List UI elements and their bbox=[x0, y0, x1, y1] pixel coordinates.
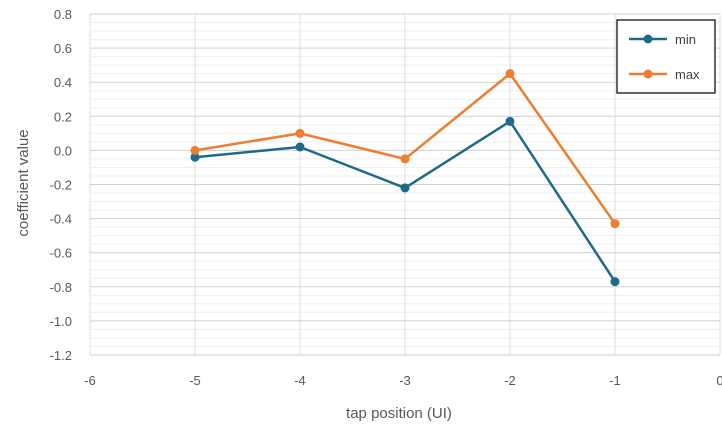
legend-max-label: max bbox=[675, 67, 700, 82]
y-tick-label: 0.2 bbox=[54, 109, 72, 124]
y-tick-label: -0.6 bbox=[50, 246, 72, 261]
data-point bbox=[295, 128, 305, 138]
data-point bbox=[400, 154, 410, 164]
legend-min-marker bbox=[643, 34, 653, 44]
x-axis-title: tap position (UI) bbox=[346, 405, 452, 422]
gridlines bbox=[89, 13, 721, 356]
series bbox=[190, 69, 620, 287]
x-tick-label: -3 bbox=[399, 373, 411, 388]
y-axis-title: coefficient value bbox=[15, 129, 32, 236]
data-point bbox=[190, 145, 200, 155]
y-tick-label: -0.8 bbox=[50, 280, 72, 295]
x-tick-label: -4 bbox=[294, 373, 306, 388]
y-tick-label: 0.6 bbox=[54, 41, 72, 56]
y-tick-label: -0.2 bbox=[50, 178, 72, 193]
data-point bbox=[505, 69, 515, 79]
data-point bbox=[400, 183, 410, 193]
y-tick-label: -0.4 bbox=[50, 212, 72, 227]
y-tick-label: -1.2 bbox=[50, 348, 72, 363]
x-tick-label: -6 bbox=[84, 373, 96, 388]
y-tick-label: -1.0 bbox=[50, 314, 72, 329]
y-tick-label: 0.8 bbox=[54, 7, 72, 22]
legend: min max bbox=[616, 19, 716, 94]
data-point bbox=[190, 152, 200, 162]
axes: 0.80.60.40.20.0-0.2-0.4-0.6-0.8-1.0-1.2-… bbox=[50, 7, 722, 388]
y-tick-label: 0.4 bbox=[54, 75, 72, 90]
series-max bbox=[190, 69, 620, 229]
data-point bbox=[505, 116, 515, 126]
x-tick-label: 0 bbox=[716, 373, 722, 388]
x-tick-label: -1 bbox=[609, 373, 621, 388]
x-tick-label: -2 bbox=[504, 373, 516, 388]
y-tick-label: 0.0 bbox=[54, 143, 72, 158]
legend-min-label: min bbox=[675, 32, 696, 47]
x-tick-label: -5 bbox=[189, 373, 201, 388]
series-min bbox=[190, 116, 620, 287]
legend-box bbox=[616, 19, 716, 94]
data-point bbox=[295, 142, 305, 152]
data-point bbox=[610, 277, 620, 287]
data-point bbox=[610, 219, 620, 229]
legend-max-marker bbox=[643, 69, 653, 79]
